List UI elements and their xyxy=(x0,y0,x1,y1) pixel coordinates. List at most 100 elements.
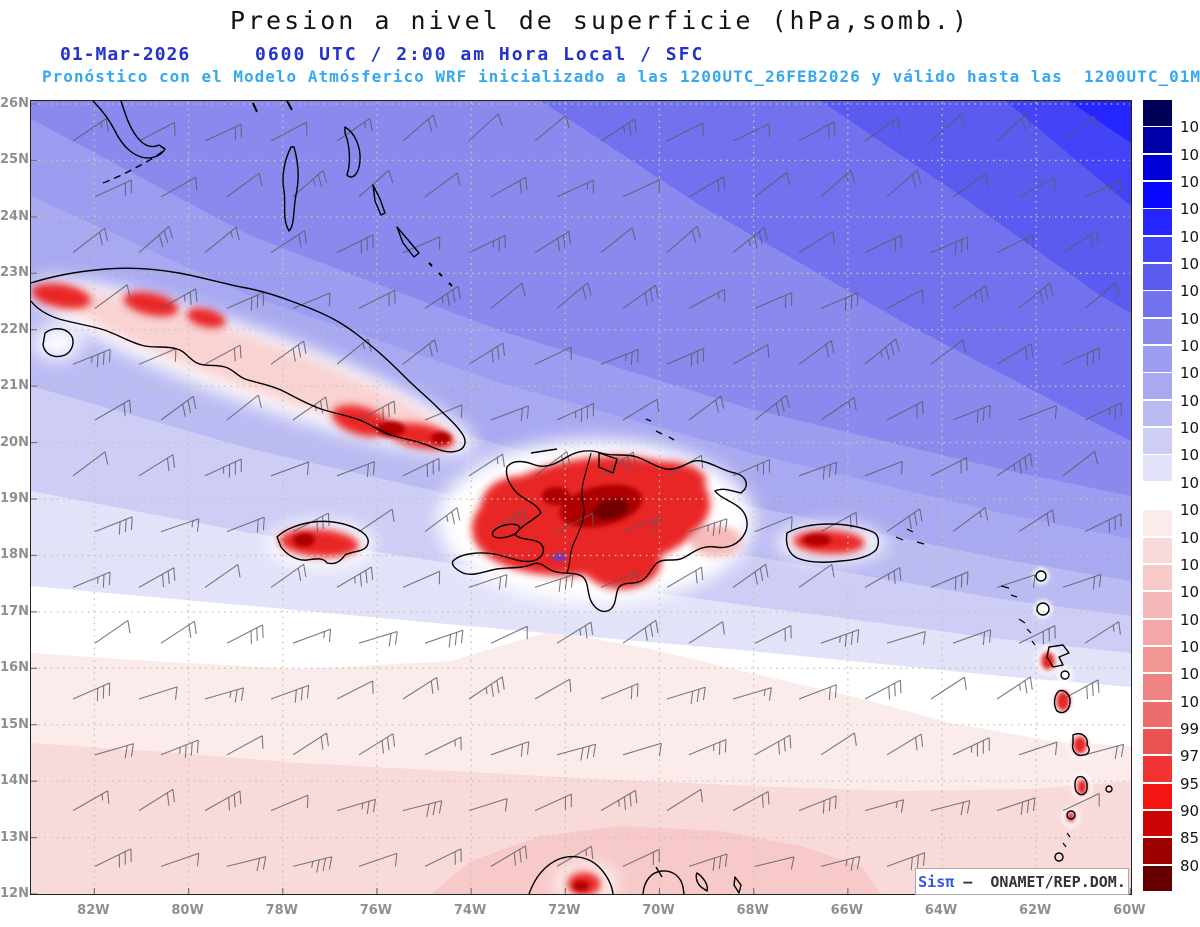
colorbar-block xyxy=(1143,592,1172,618)
colorbar-block xyxy=(1143,346,1172,372)
coast-jamaica xyxy=(276,520,369,565)
colorbar-block xyxy=(1143,865,1172,892)
pressure-bands xyxy=(31,101,1131,894)
colorbar-block xyxy=(1143,455,1172,481)
coast-st-kitts xyxy=(1018,618,1036,646)
lat-label: 12N xyxy=(0,886,29,902)
forecast-model-line: Pronóstico con el Modelo Atmósferico WRF… xyxy=(42,67,1200,86)
coast-marie-galante xyxy=(1060,670,1070,680)
lat-label: 19N xyxy=(0,491,29,506)
page-title: Presion a nivel de superficie (hPa,somb.… xyxy=(229,6,971,35)
colorbar-label: 1018 xyxy=(1180,364,1200,383)
attribution-brand: Sisπ xyxy=(918,872,955,891)
coast-guajira xyxy=(528,855,614,894)
lat-label: 26N xyxy=(0,96,29,111)
lon-label: 62W xyxy=(1018,903,1052,918)
colorbar-label: 1012 xyxy=(1180,528,1200,547)
coast-bonaire xyxy=(733,876,742,894)
colorbar-label: 1035 xyxy=(1180,173,1200,192)
colorbar-label: 1002 xyxy=(1180,665,1200,684)
colorbar-block xyxy=(1143,756,1172,782)
colorbar-label: 1022 xyxy=(1180,282,1200,301)
coast-inagua-turks xyxy=(598,418,675,474)
band-1025-1028 xyxy=(1006,101,1131,206)
colorbar-block xyxy=(1143,428,1172,454)
colorbar-label: 1017 xyxy=(1180,391,1200,410)
coast-barbados xyxy=(1105,785,1113,793)
coast-tortuga xyxy=(530,448,558,454)
colorbar-block xyxy=(1143,209,1172,235)
coast-leewards xyxy=(1000,585,1018,598)
colorbar-block xyxy=(1143,564,1172,591)
lat-label: 13N xyxy=(0,829,29,845)
colorbar-block xyxy=(1143,619,1172,646)
colorbar-block xyxy=(1143,100,1172,126)
coast-dominica xyxy=(1053,689,1071,714)
colorbar-block xyxy=(1143,373,1172,399)
coast-gonave xyxy=(491,523,521,539)
coast-barbuda xyxy=(1035,570,1047,582)
colorbar-block xyxy=(1143,291,1172,317)
colorbar-block xyxy=(1143,728,1172,755)
coast-eleuthera xyxy=(344,126,361,178)
colorbar xyxy=(1143,100,1172,893)
lon-label: 78W xyxy=(265,903,298,918)
lon-label: 70W xyxy=(642,903,675,918)
lat-label: 25N xyxy=(0,152,29,168)
colorbar-label: 800 xyxy=(1180,856,1200,875)
colorbar-label: 1040 xyxy=(1180,145,1200,164)
colorbar-block xyxy=(1143,264,1172,290)
colorbar-label: 1020 xyxy=(1180,309,1200,328)
colorbar-block xyxy=(1143,510,1172,536)
coast-isla-juventud xyxy=(42,328,74,358)
colorbar-label: 1015 xyxy=(1180,446,1200,465)
coastlines xyxy=(31,101,1113,894)
valid-date: 01-Mar-2026 xyxy=(60,44,191,65)
lat-label: 21N xyxy=(0,378,29,394)
lat-label: 17N xyxy=(0,603,29,619)
pressure-low-cores xyxy=(293,421,831,891)
coast-long-island xyxy=(396,226,420,258)
coast-andros xyxy=(282,146,299,232)
colorbar-label: 990 xyxy=(1180,719,1200,738)
colorbar-block xyxy=(1143,482,1172,509)
colorbar-block xyxy=(1143,838,1172,864)
colorbar-label: 950 xyxy=(1180,774,1200,793)
coast-florida xyxy=(92,101,166,159)
lat-label: 14N xyxy=(0,773,29,789)
coast-florida-keys xyxy=(102,150,164,184)
band-1028-1030 xyxy=(1069,101,1131,143)
coast-martinique xyxy=(1071,733,1090,757)
coast-grenada xyxy=(1054,852,1064,862)
lat-label: 20N xyxy=(0,434,29,450)
lon-label: 74W xyxy=(453,903,487,918)
colorbar-label: 1014 xyxy=(1180,473,1200,492)
coast-puerto-rico xyxy=(785,523,880,563)
border-haiti-dr xyxy=(566,452,592,574)
colorbar-label: 1008 xyxy=(1180,583,1200,602)
coast-curacao xyxy=(695,872,709,892)
lon-label: 76W xyxy=(359,903,393,918)
colorbar-label: 1000 xyxy=(1180,692,1200,711)
coast-bahama-cays xyxy=(252,101,453,287)
colorbar-label: 1050 xyxy=(1180,118,1200,137)
pressure-pink-streaks xyxy=(58,288,444,438)
map-area xyxy=(30,100,1132,895)
lat-label: 16N xyxy=(0,660,29,676)
lat-label: 15N xyxy=(0,716,29,732)
colorbar-label: 1019 xyxy=(1180,337,1200,356)
colorbar-block xyxy=(1143,400,1172,427)
attribution-box: Sisπ – ONAMET/REP.DOM. xyxy=(915,868,1129,895)
colorbar-block xyxy=(1143,646,1172,673)
colorbar-label: 1028 xyxy=(1180,227,1200,246)
coast-st-vincent xyxy=(1066,810,1076,820)
colorbar-block xyxy=(1143,182,1172,208)
coast-hispaniola xyxy=(451,450,748,613)
colorbar-label: 1006 xyxy=(1180,610,1200,629)
lon-label: 68W xyxy=(736,903,769,918)
coast-antigua xyxy=(1036,602,1050,616)
coast-cat-island xyxy=(372,184,386,216)
colorbar-label: 1016 xyxy=(1180,419,1200,438)
